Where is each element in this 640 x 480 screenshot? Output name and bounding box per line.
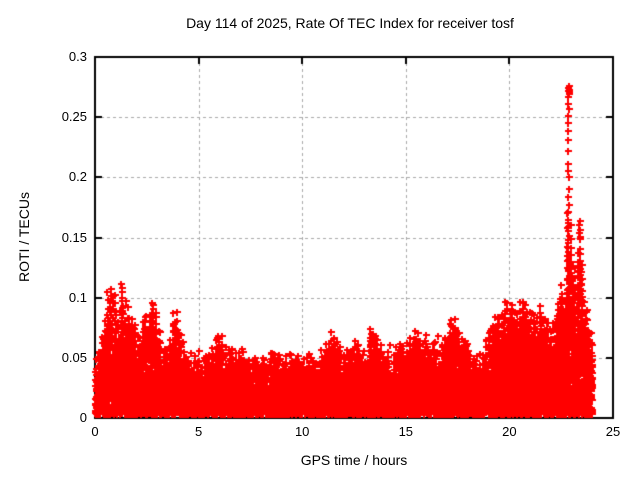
x-tick-label: 15 xyxy=(398,424,414,439)
chart-title: Day 114 of 2025, Rate Of TEC Index for r… xyxy=(186,15,514,31)
y-tick-label: 0 xyxy=(79,410,87,425)
x-axis-label: GPS time / hours xyxy=(300,452,408,468)
y-tick-label: 0.2 xyxy=(68,169,87,185)
x-tick-label: 0 xyxy=(91,424,99,439)
y-tick-label: 0.05 xyxy=(61,349,87,365)
x-tick-label: 25 xyxy=(605,424,621,439)
x-tick-label: 5 xyxy=(194,424,203,439)
y-tick-label: 0.1 xyxy=(68,289,87,305)
y-tick-label: 0.25 xyxy=(61,109,87,125)
y-tick-label: 0.15 xyxy=(61,229,87,245)
x-tick-label: 20 xyxy=(502,424,517,439)
y-tick-label: 0.3 xyxy=(68,49,87,64)
x-tick-label: 10 xyxy=(294,424,310,439)
